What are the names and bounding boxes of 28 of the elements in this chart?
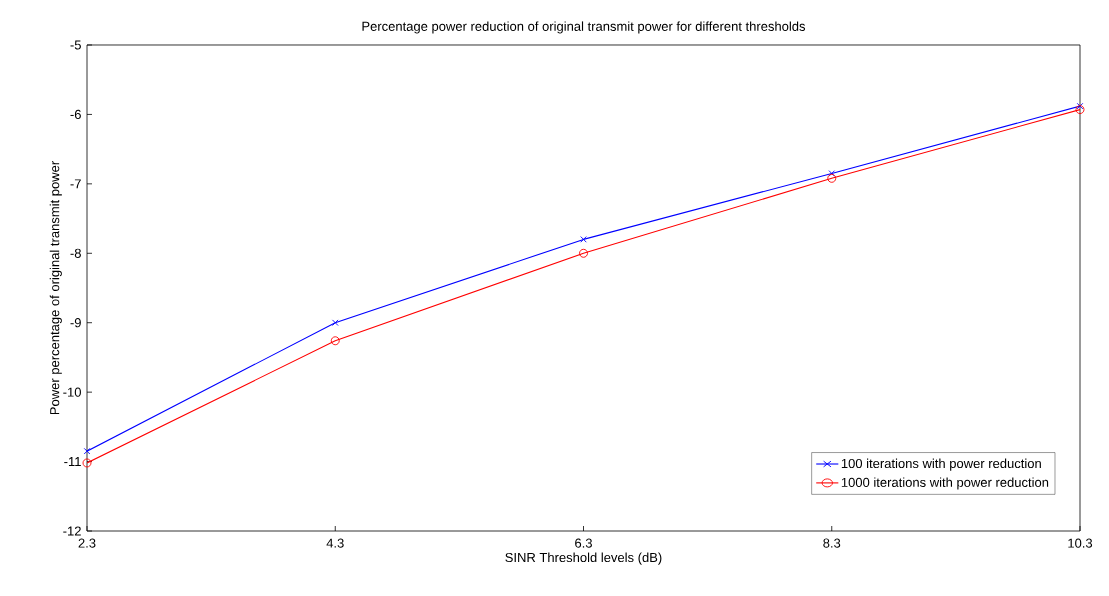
y-tick-label: -8 (70, 248, 81, 258)
y-tick-label: -5 (70, 40, 81, 50)
point (330, 336, 340, 346)
legend-label: 100 iterations with power reduction (841, 458, 1041, 471)
y-tick-label: -9 (70, 318, 81, 328)
y-tick-label: -6 (70, 109, 81, 120)
y-tick-label: -11 (64, 457, 81, 467)
point (1076, 102, 1084, 110)
y-tick-label: -7 (70, 179, 81, 189)
x-tick-label: 4.3 (326, 538, 344, 548)
x-tick-label: 8.3 (823, 538, 841, 548)
point (580, 236, 587, 243)
point (827, 173, 837, 183)
x-tick-label: 10.3 (1068, 538, 1093, 548)
legend-label: 1000 iterations with power reduction (841, 477, 1049, 490)
point (579, 248, 588, 258)
chart-title: Percentage power reduction of original transmit power for different thresholds (362, 21, 806, 34)
point (1075, 105, 1085, 115)
point (331, 319, 339, 326)
y-tick-label: -10 (63, 387, 81, 397)
x-axis-title: SINR Threshold levels (dB) (505, 552, 662, 565)
point (828, 170, 836, 177)
y-tick-label: -12 (63, 526, 81, 536)
point (82, 458, 92, 468)
y-axis-title: Power percentage of original transmit power (49, 161, 62, 415)
x-tick-label: 2.3 (78, 538, 96, 548)
x-tick-label: 6.3 (575, 538, 592, 548)
point (83, 447, 91, 455)
